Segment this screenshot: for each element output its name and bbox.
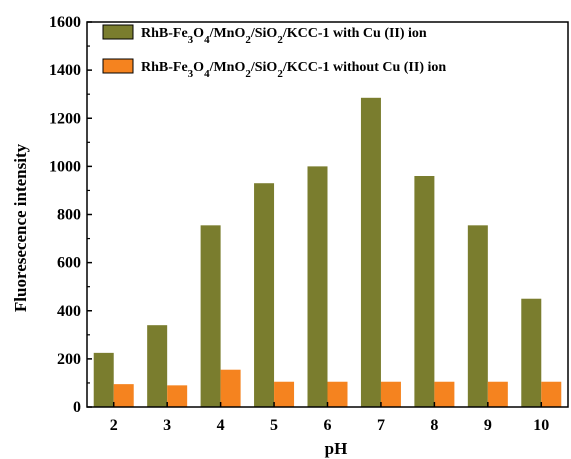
bar-without-cu-ph-3 xyxy=(167,385,188,407)
x-axis-label: pH xyxy=(325,439,348,458)
legend: RhB-Fe3O4/MnO2/SiO2/KCC-1 with Cu (II) i… xyxy=(102,24,446,80)
legend-swatch-without-cu xyxy=(102,58,134,74)
y-axis-label: Fluoresecence intensity xyxy=(11,143,30,312)
bar-without-cu-ph-10 xyxy=(541,381,562,407)
y-tick-label: 200 xyxy=(57,351,81,368)
y-tick-label: 600 xyxy=(57,255,81,272)
bar-with-cu-ph-2 xyxy=(93,352,114,407)
x-tick-label: 5 xyxy=(270,417,278,434)
bar-without-cu-ph-6 xyxy=(327,381,348,407)
bar-without-cu-ph-5 xyxy=(274,381,295,407)
y-tick-label: 400 xyxy=(57,303,81,320)
x-tick-label: 4 xyxy=(217,417,225,434)
axes-layer: 0 200 400 600 800 1000 1200 1400 1600 2 3 4 5 6 7 8 9 10 xyxy=(49,14,569,434)
y-tick-label: 0 xyxy=(73,399,81,416)
bar-without-cu-ph-2 xyxy=(113,384,134,407)
legend-swatch-with-cu xyxy=(102,24,134,40)
bar-without-cu-ph-9 xyxy=(487,381,508,407)
x-tick-label: 3 xyxy=(163,417,171,434)
bar-with-cu-ph-3 xyxy=(147,325,168,407)
x-tick-label: 10 xyxy=(533,417,549,434)
legend-label-without-cu: RhB-Fe3O4/MnO2/SiO2/KCC-1 without Cu (II… xyxy=(141,60,446,80)
x-tick-label: 6 xyxy=(324,417,332,434)
bar-without-cu-ph-8 xyxy=(434,381,455,407)
bar-without-cu-ph-7 xyxy=(380,381,401,407)
y-tick-label: 1000 xyxy=(49,158,81,175)
y-tick-label: 1200 xyxy=(49,110,81,127)
bar-with-cu-ph-9 xyxy=(467,225,488,407)
bar-with-cu-ph-6 xyxy=(307,166,328,407)
bars-layer xyxy=(93,97,562,407)
y-tick-label: 800 xyxy=(57,207,81,224)
y-tick-label: 1600 xyxy=(49,14,81,31)
bar-with-cu-ph-7 xyxy=(360,97,381,407)
x-tick-label: 9 xyxy=(484,417,492,434)
bar-with-cu-ph-4 xyxy=(200,225,221,407)
y-tick-label: 1400 xyxy=(49,62,81,79)
bar-with-cu-ph-10 xyxy=(521,298,542,407)
bar-without-cu-ph-4 xyxy=(220,369,241,407)
x-tick-label: 7 xyxy=(377,417,385,434)
legend-label-with-cu: RhB-Fe3O4/MnO2/SiO2/KCC-1 with Cu (II) i… xyxy=(141,26,427,46)
bar-with-cu-ph-8 xyxy=(414,176,435,407)
x-tick-label: 2 xyxy=(110,417,118,434)
x-tick-label: 8 xyxy=(430,417,438,434)
bar-with-cu-ph-5 xyxy=(254,183,275,407)
